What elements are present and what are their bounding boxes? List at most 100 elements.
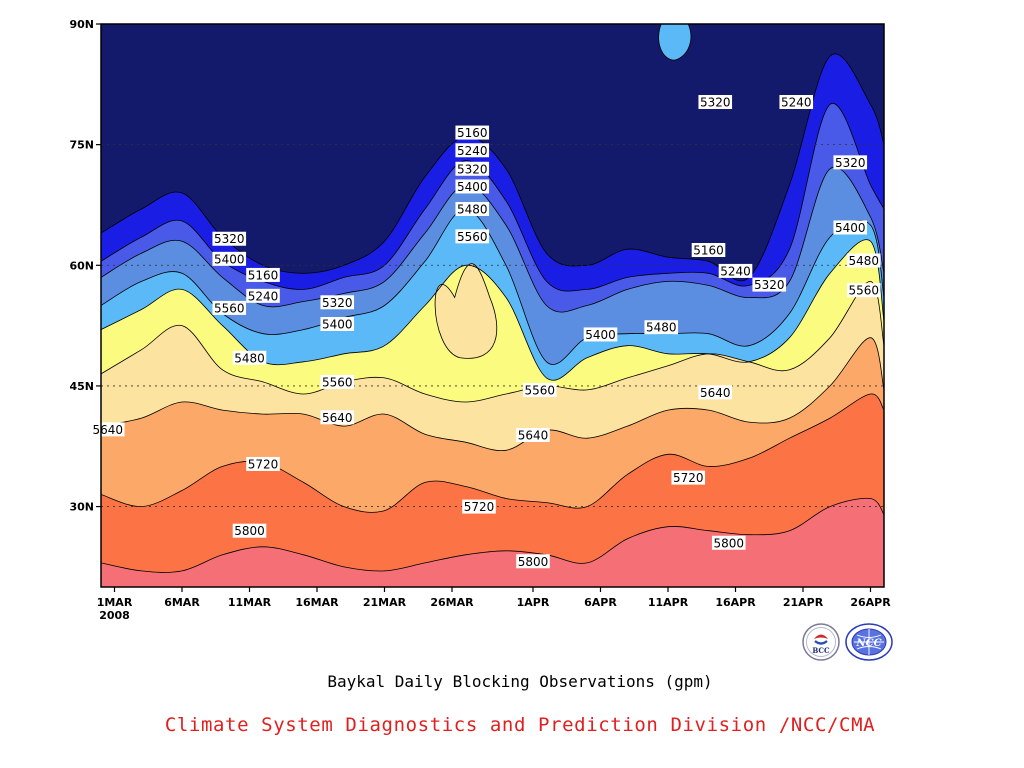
- y-axis: 30N 45N 60N 75N 90N: [69, 18, 101, 514]
- contour-label: 5560: [848, 284, 879, 298]
- y-tick-label: 45N: [69, 380, 94, 393]
- contour-label-box: [246, 267, 280, 282]
- contour-label: 5640: [92, 423, 123, 437]
- contour-label: 5400: [585, 328, 616, 342]
- x-tick-label: 6MAR: [164, 596, 200, 609]
- x-tick-label: 16MAR: [295, 596, 339, 609]
- contour-label: 5160: [457, 126, 488, 140]
- ncc-logo: NCC: [845, 622, 893, 662]
- contour-label-box: [320, 295, 355, 310]
- contour-label-box: [718, 263, 753, 278]
- contour-label-box: [246, 456, 280, 471]
- contour-label-box: [212, 231, 247, 246]
- contour-label-box: [212, 300, 247, 315]
- credit-line: Climate System Diagnostics and Predictio…: [164, 714, 876, 736]
- contour-label-box: [752, 277, 787, 292]
- x-tick-label: 26MAR: [430, 596, 474, 609]
- contour-label: 5160: [248, 268, 279, 282]
- x-tick-label: 21MAR: [363, 596, 407, 609]
- bcc-logo-icon: BCC: [802, 623, 840, 661]
- contour-label-box: [455, 201, 490, 216]
- bcc-logo: BCC: [801, 622, 841, 662]
- contour-label: 5400: [457, 180, 488, 194]
- contour-band-5800: [101, 498, 884, 587]
- x-tick-label: 11APR: [648, 596, 689, 609]
- y-tick-label: 60N: [69, 259, 94, 272]
- x-tick-label: 26APR: [850, 596, 891, 609]
- contour-label-box: [671, 470, 706, 485]
- contour-label-box: [516, 427, 550, 442]
- contour-label: 5800: [713, 536, 744, 550]
- ncc-logo-icon: NCC: [845, 623, 893, 661]
- contour-label: 5320: [754, 278, 785, 292]
- contour-label-box: [846, 283, 881, 298]
- contour-label: 5400: [322, 317, 353, 331]
- contour-label: 5640: [322, 411, 353, 425]
- contour-label-box: [516, 554, 550, 569]
- contour-label-box: [698, 95, 733, 110]
- contour-label-box: [522, 382, 557, 397]
- plot-frame: [100, 23, 885, 588]
- contour-label: 5320: [835, 156, 866, 170]
- contour-line-5800: [101, 497, 884, 573]
- contour-label: 5480: [848, 254, 879, 268]
- y-tick-label: 30N: [69, 501, 94, 514]
- contour-line-5480: [101, 239, 884, 381]
- contour-label-box: [320, 410, 355, 425]
- contour-label-box: [779, 95, 814, 110]
- x-tick-label: 1MAR: [97, 596, 133, 609]
- contour-label: 5400: [214, 252, 245, 266]
- contour-label-box: [833, 155, 868, 170]
- contour-label: 5480: [457, 202, 488, 216]
- contour-label-box: [583, 327, 618, 342]
- contour-label: 5320: [214, 232, 245, 246]
- contour-label: 5320: [322, 296, 353, 310]
- x-tick-sublabel: 2008: [99, 609, 130, 622]
- contour-label: 5480: [646, 321, 677, 335]
- y-tick-label: 75N: [69, 139, 94, 152]
- ncc-logo-text: NCC: [855, 638, 881, 649]
- x-tick-label: 16APR: [715, 596, 756, 609]
- x-tick-label: 1APR: [517, 596, 550, 609]
- contour-label: 5640: [518, 428, 549, 442]
- x-tick-label: 11MAR: [228, 596, 272, 609]
- contour-label-box: [232, 523, 267, 538]
- contour-label: 5240: [457, 144, 488, 158]
- contour-label-box: [455, 161, 490, 176]
- contour-fills: [101, 24, 884, 587]
- contour-label: 5400: [835, 221, 866, 235]
- contour-label-box: [232, 350, 267, 365]
- contour-label: 5800: [234, 524, 265, 538]
- contour-label: 5720: [464, 500, 495, 514]
- chart-caption: Baykal Daily Blocking Observations (gpm): [327, 672, 713, 691]
- y-tick-label: 90N: [69, 18, 94, 31]
- contour-label: 5720: [248, 457, 279, 471]
- contour-labels: 5320 5400 5560 5640 5160 5240 5320 5400 5480 5560…: [90, 95, 881, 569]
- contour-label: 5720: [673, 471, 704, 485]
- contour-chart: 5320 5400 5560 5640 5160 5240 5320 5400 5480 5560…: [69, 18, 891, 622]
- contour-label: 5640: [700, 386, 731, 400]
- contour-label: 5560: [322, 375, 353, 389]
- contour-label: 5560: [214, 301, 245, 315]
- x-tick-label: 21APR: [783, 596, 824, 609]
- contour-label-box: [246, 288, 280, 303]
- contour-line-5240: [101, 103, 884, 292]
- contour-line-5320: [101, 166, 884, 313]
- bcc-logo-text: BCC: [812, 646, 830, 655]
- contour-label: 5560: [524, 383, 555, 397]
- contour-label-box: [455, 229, 490, 244]
- contour-label: 5800: [518, 555, 549, 569]
- contour-label-box: [90, 422, 125, 437]
- contour-line-5720: [101, 393, 884, 513]
- contour-label-box: [711, 535, 746, 550]
- contour-label-box: [833, 220, 868, 235]
- contour-label: 5320: [700, 96, 731, 110]
- contour-label-box: [455, 179, 490, 194]
- contour-label-box: [212, 251, 247, 266]
- contour-label: 5320: [457, 162, 488, 176]
- contour-label-box: [320, 374, 355, 389]
- contour-label-box: [698, 385, 733, 400]
- contour-label: 5560: [457, 230, 488, 244]
- contour-label: 5480: [234, 351, 265, 365]
